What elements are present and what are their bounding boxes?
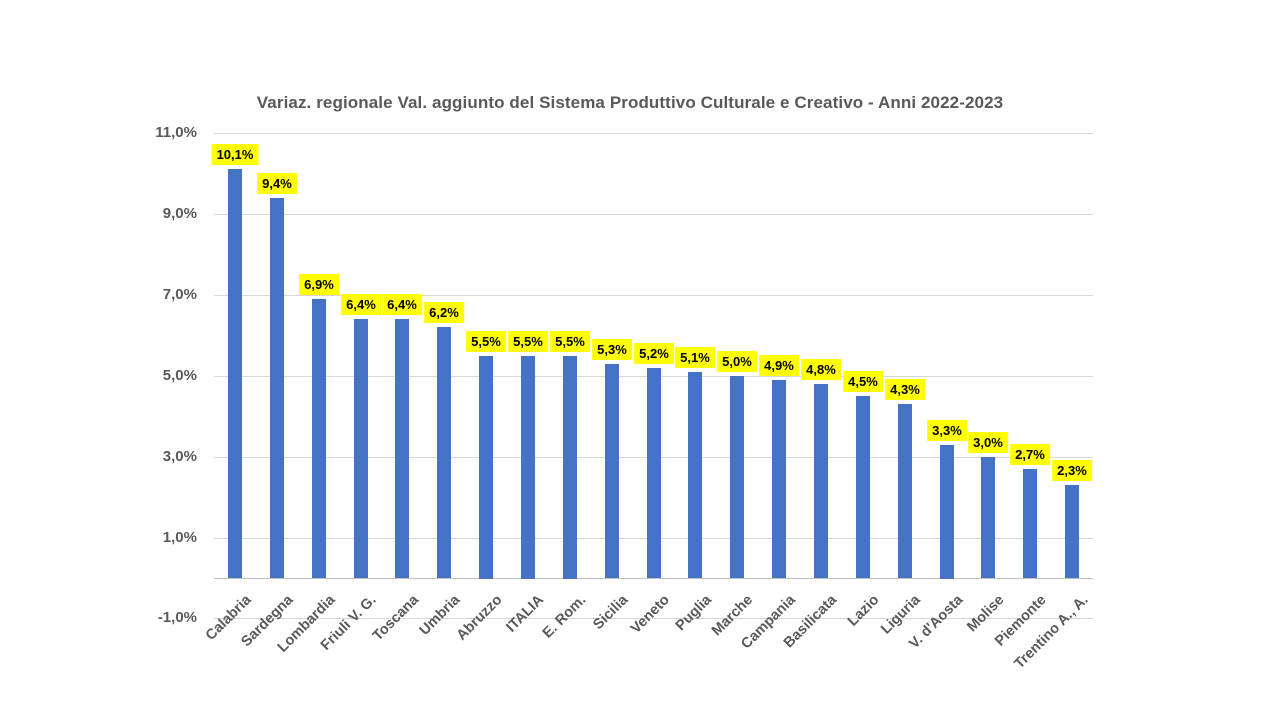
gridline-11,0% xyxy=(214,133,1093,134)
data-label-puglia: 5,1% xyxy=(675,347,715,368)
y-axis-tick-label: 11,0% xyxy=(155,124,197,141)
bar-umbria xyxy=(437,327,451,578)
bar-campania xyxy=(772,380,786,578)
y-axis-tick-label: 3,0% xyxy=(162,448,197,465)
bar-friuli-v-g xyxy=(354,319,368,578)
data-label-basilicata: 4,8% xyxy=(801,359,841,380)
gridline-9,0% xyxy=(214,214,1093,215)
y-axis-tick-label: 5,0% xyxy=(162,367,197,384)
bar-trentino-a-a xyxy=(1065,485,1079,578)
bar-e-rom xyxy=(563,356,577,579)
x-tick-label-veneto: Veneto xyxy=(627,592,673,637)
y-axis-tick-label: 7,0% xyxy=(162,286,197,303)
data-label-lombardia: 6,9% xyxy=(299,274,339,295)
bar-abruzzo xyxy=(479,356,493,579)
x-tick-label-trentino-a-a: Trentino A., A. xyxy=(1011,592,1092,673)
data-label-liguria: 4,3% xyxy=(885,379,925,400)
bar-marche xyxy=(730,376,744,578)
data-label-veneto: 5,2% xyxy=(634,343,674,364)
y-axis-tick-label: 1,0% xyxy=(162,529,197,546)
x-axis-line xyxy=(214,578,1093,579)
data-label-lazio: 4,5% xyxy=(843,371,883,392)
bar-calabria xyxy=(228,169,242,578)
data-label-molise: 3,0% xyxy=(968,432,1008,453)
data-label-toscana: 6,4% xyxy=(382,294,422,315)
bar-sardegna xyxy=(270,198,284,578)
data-label-piemonte: 2,7% xyxy=(1010,444,1050,465)
data-label-friuli-v-g: 6,4% xyxy=(341,294,381,315)
data-label-campania: 4,9% xyxy=(759,355,799,376)
data-label-sicilia: 5,3% xyxy=(592,339,632,360)
bar-puglia xyxy=(688,372,702,578)
bar-lazio xyxy=(856,396,870,578)
bar-lombardia xyxy=(312,299,326,578)
data-label-italia: 5,5% xyxy=(508,331,548,352)
bar-liguria xyxy=(898,404,912,578)
data-label-v-d-aosta: 3,3% xyxy=(927,420,967,441)
bar-molise xyxy=(981,457,995,578)
data-label-marche: 5,0% xyxy=(717,351,757,372)
data-label-e-rom: 5,5% xyxy=(550,331,590,352)
bar-v-d-aosta xyxy=(940,445,954,579)
bar-toscana xyxy=(395,319,409,578)
gridline--1,0% xyxy=(214,618,1093,619)
y-axis-tick-label: 9,0% xyxy=(162,205,197,222)
y-axis-tick-label: -1,0% xyxy=(157,609,197,626)
x-tick-label-e-rom: E. Rom. xyxy=(539,592,590,642)
data-label-calabria: 10,1% xyxy=(211,144,259,165)
x-tick-label-lazio: Lazio xyxy=(844,592,883,630)
bar-sicilia xyxy=(605,364,619,578)
data-label-sardegna: 9,4% xyxy=(257,173,297,194)
bar-basilicata xyxy=(814,384,828,578)
bar-veneto xyxy=(647,368,661,578)
data-label-umbria: 6,2% xyxy=(424,302,464,323)
x-tick-label-sicilia: Sicilia xyxy=(590,592,631,633)
bar-piemonte xyxy=(1023,469,1037,578)
data-label-abruzzo: 5,5% xyxy=(466,331,506,352)
gridline-7,0% xyxy=(214,295,1093,296)
bar-italia xyxy=(521,356,535,579)
chart-title: Variaz. regionale Val. aggiunto del Sist… xyxy=(256,93,1004,112)
data-label-trentino-a-a: 2,3% xyxy=(1052,460,1092,481)
